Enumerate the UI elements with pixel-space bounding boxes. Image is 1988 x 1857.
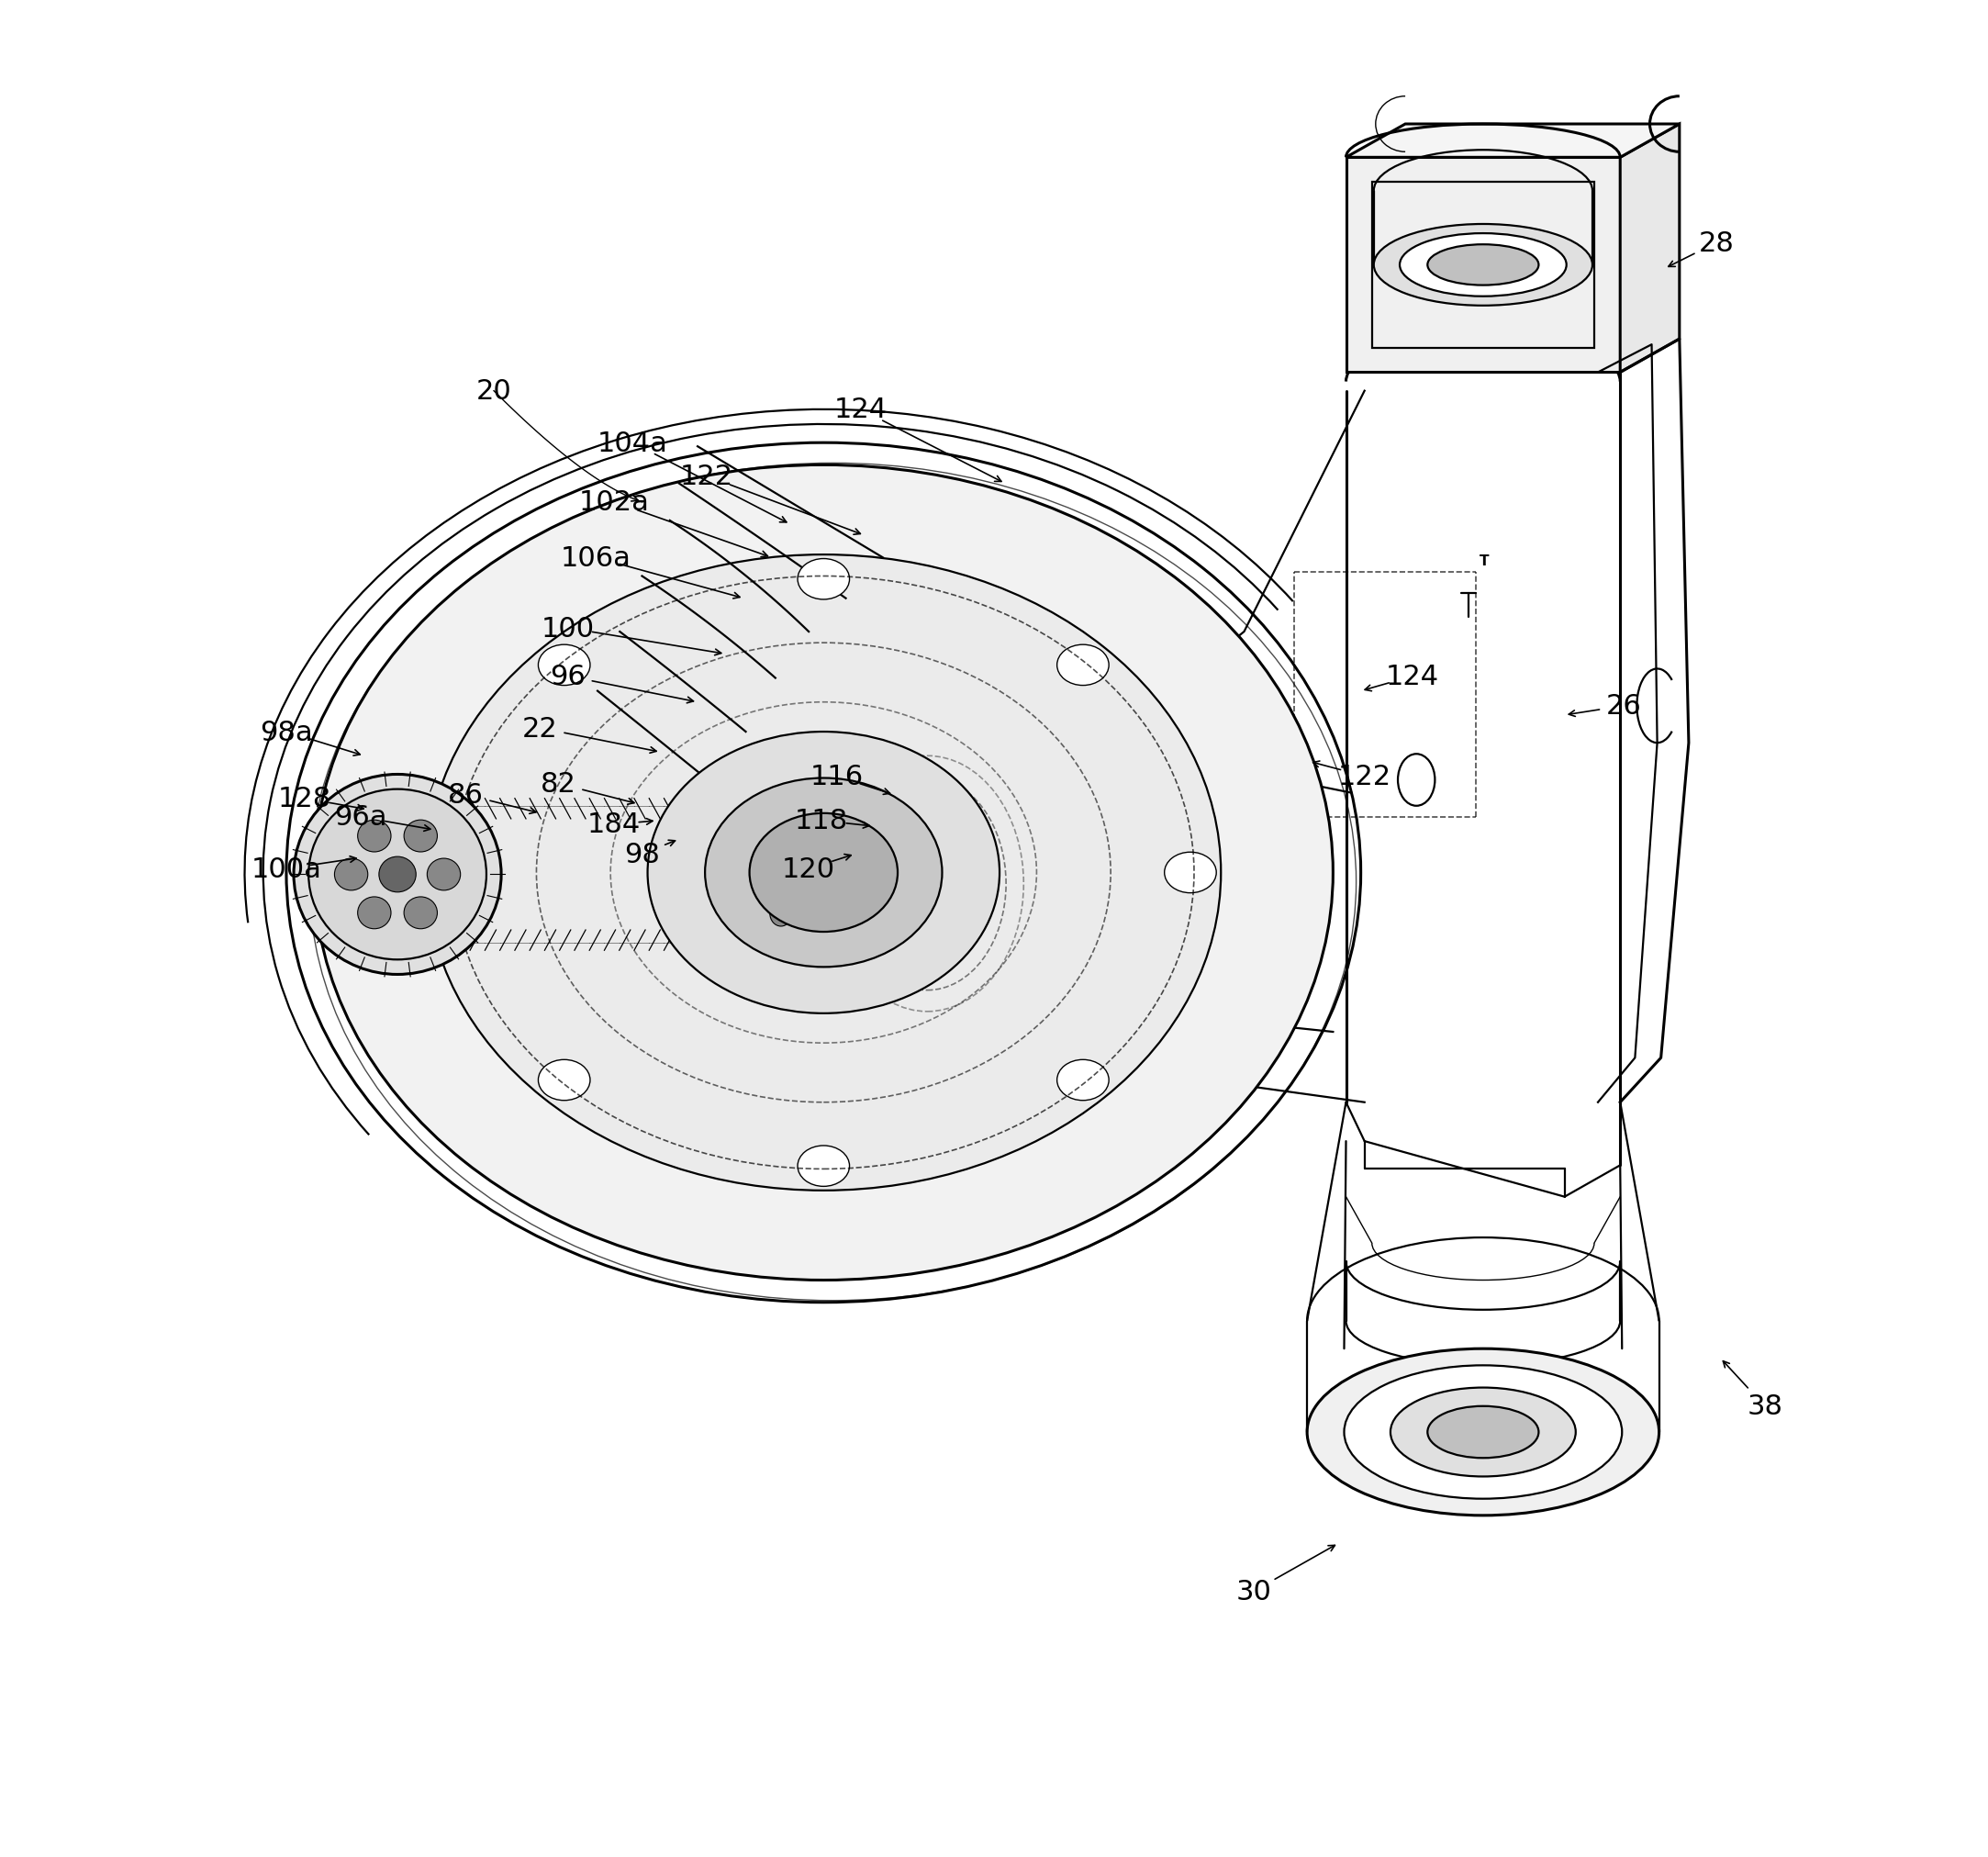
Ellipse shape <box>404 821 437 852</box>
Ellipse shape <box>334 858 368 891</box>
Ellipse shape <box>425 555 1221 1190</box>
Ellipse shape <box>769 901 791 927</box>
Ellipse shape <box>1306 1348 1660 1515</box>
Text: 20: 20 <box>475 379 511 405</box>
Ellipse shape <box>1390 1387 1576 1476</box>
Ellipse shape <box>797 1146 849 1187</box>
Text: 122: 122 <box>680 464 734 490</box>
Text: 106a: 106a <box>561 544 630 572</box>
Ellipse shape <box>539 1060 590 1101</box>
Ellipse shape <box>1427 245 1539 286</box>
Text: 104a: 104a <box>598 431 668 457</box>
Text: 26: 26 <box>1606 693 1642 719</box>
Ellipse shape <box>1058 644 1109 685</box>
Polygon shape <box>1346 158 1620 373</box>
Ellipse shape <box>1374 225 1592 306</box>
Ellipse shape <box>404 897 437 928</box>
Text: 30: 30 <box>1235 1578 1270 1604</box>
Text: 120: 120 <box>781 856 835 882</box>
Ellipse shape <box>380 858 415 893</box>
Text: 124: 124 <box>833 397 887 423</box>
Ellipse shape <box>358 821 392 852</box>
Text: 100a: 100a <box>250 856 322 882</box>
Ellipse shape <box>539 644 590 685</box>
Text: 98: 98 <box>624 841 660 867</box>
Ellipse shape <box>308 789 487 960</box>
Text: 128: 128 <box>278 786 332 812</box>
Ellipse shape <box>427 858 461 891</box>
Ellipse shape <box>1400 234 1567 297</box>
Ellipse shape <box>294 774 501 975</box>
Ellipse shape <box>1058 1060 1109 1101</box>
Ellipse shape <box>1165 852 1217 893</box>
Text: 102a: 102a <box>579 488 650 516</box>
Ellipse shape <box>1427 1406 1539 1458</box>
Text: 28: 28 <box>1698 230 1734 256</box>
Ellipse shape <box>749 813 899 932</box>
Polygon shape <box>1620 124 1680 373</box>
Text: T: T <box>1479 555 1489 568</box>
Text: 116: 116 <box>809 763 863 789</box>
Ellipse shape <box>797 559 849 600</box>
Text: 22: 22 <box>523 715 559 741</box>
Ellipse shape <box>1398 754 1435 806</box>
Text: 82: 82 <box>541 771 577 797</box>
Ellipse shape <box>706 778 942 967</box>
Text: 98a: 98a <box>260 719 312 745</box>
Text: 38: 38 <box>1747 1393 1783 1419</box>
Text: 100: 100 <box>541 615 594 643</box>
Text: 122: 122 <box>1338 763 1392 789</box>
Ellipse shape <box>1344 1365 1622 1499</box>
Text: 96a: 96a <box>334 804 388 830</box>
Ellipse shape <box>358 897 392 928</box>
Text: 96: 96 <box>551 663 586 691</box>
Polygon shape <box>1346 124 1680 158</box>
Ellipse shape <box>314 466 1334 1279</box>
Ellipse shape <box>431 852 483 893</box>
Text: 124: 124 <box>1386 663 1439 691</box>
Text: 184: 184 <box>588 812 640 838</box>
Ellipse shape <box>648 732 1000 1014</box>
Text: 86: 86 <box>447 782 483 808</box>
Text: 118: 118 <box>795 808 849 834</box>
